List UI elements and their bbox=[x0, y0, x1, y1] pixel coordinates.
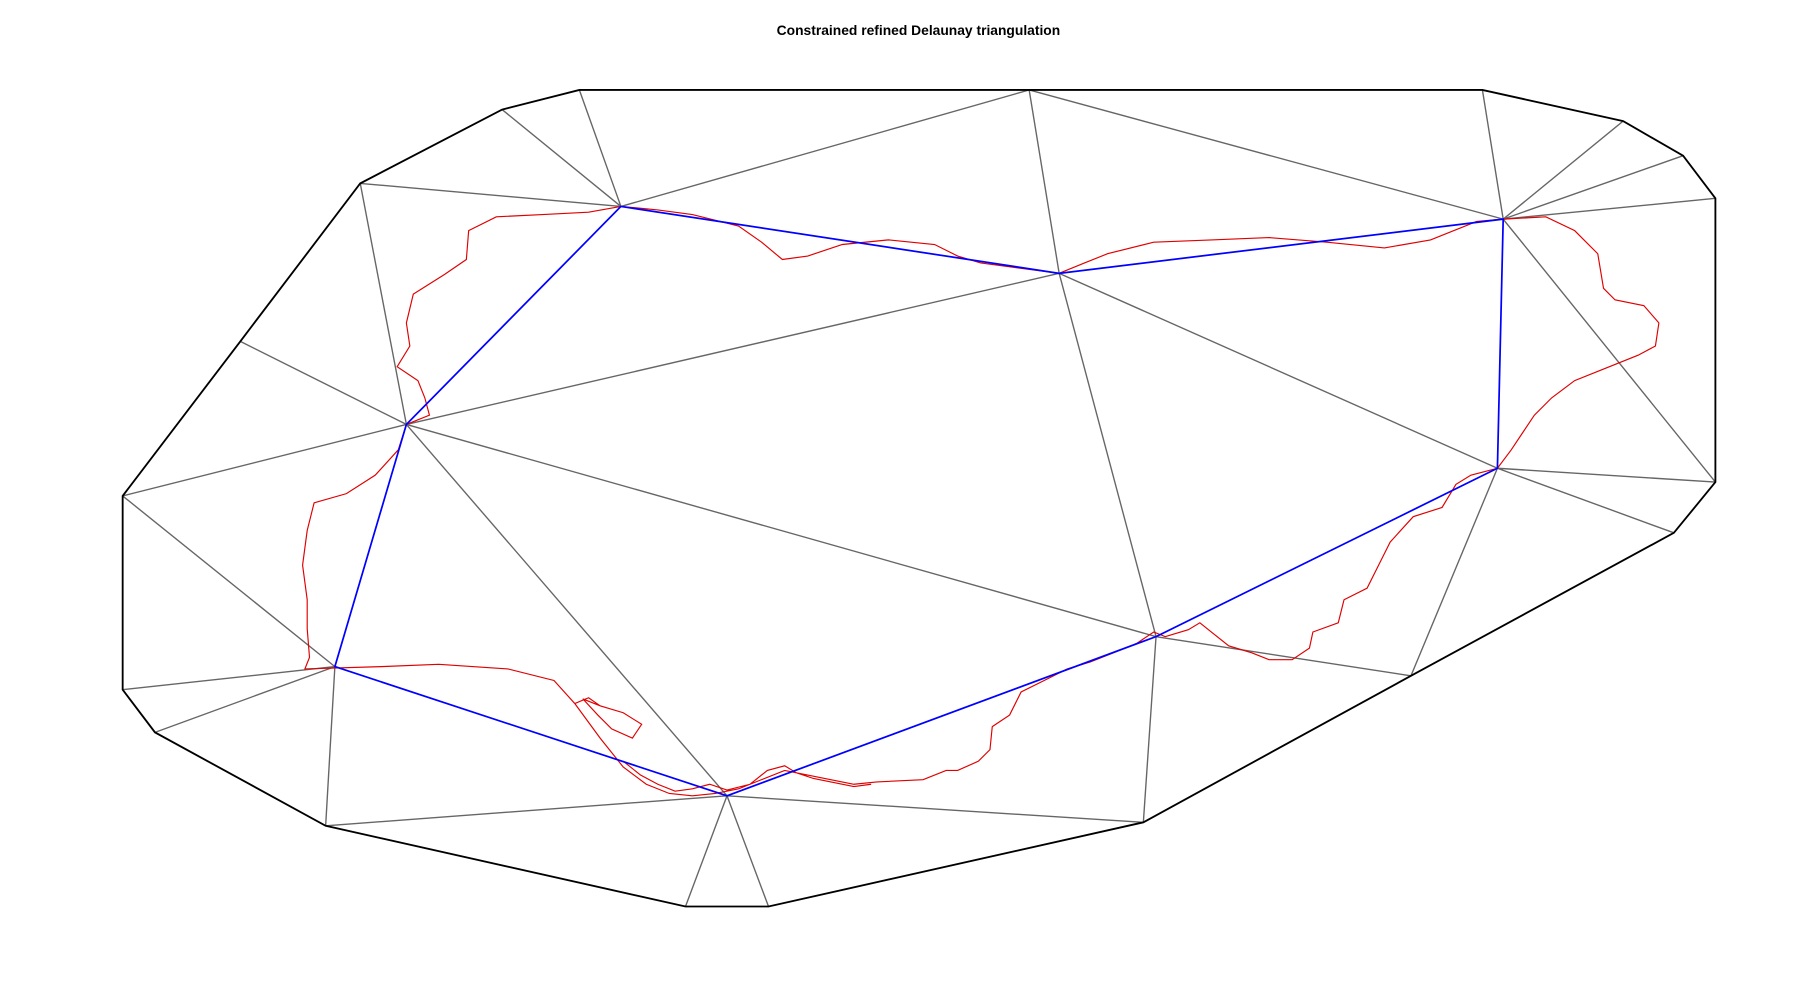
outer-boundary bbox=[121, 89, 1717, 908]
constraint-edges bbox=[333, 205, 1505, 797]
interior-edges bbox=[122, 89, 1716, 907]
triangle-edges bbox=[122, 89, 1716, 907]
coastline bbox=[301, 205, 1660, 797]
figure-title: Constrained refined Delaunay triangulati… bbox=[777, 22, 1061, 38]
